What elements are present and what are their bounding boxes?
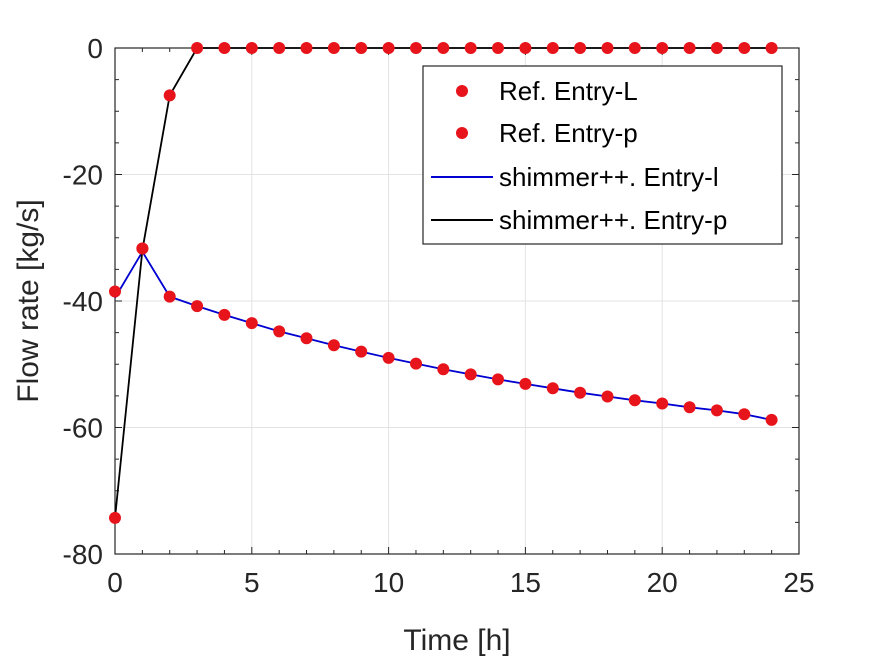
data-point (355, 345, 368, 358)
y-tick-label: -40 (63, 286, 103, 317)
data-point (273, 325, 286, 338)
legend-entry-label: Ref. Entry-L (499, 76, 638, 106)
tick-labels: 0 5 10 15 20 25 -80 -60 -40 -20 0 (63, 33, 815, 598)
data-point (546, 382, 559, 395)
data-point (683, 42, 696, 54)
data-point (437, 42, 450, 54)
data-point (546, 42, 559, 54)
x-tick-label: 15 (510, 567, 541, 598)
data-point (464, 368, 477, 381)
data-point (218, 308, 231, 321)
legend-entry-label: shimmer++. Entry-p (499, 205, 727, 235)
data-point (738, 408, 751, 421)
data-point (765, 413, 778, 426)
x-tick-label: 10 (373, 567, 404, 598)
legend-box (422, 65, 783, 245)
data-point (492, 42, 504, 54)
data-point (601, 390, 614, 403)
series-layer (109, 42, 778, 524)
data-point (628, 42, 641, 54)
data-point (738, 42, 751, 54)
data-point (382, 351, 395, 364)
data-point (628, 394, 641, 407)
data-point (519, 377, 532, 390)
data-point (109, 511, 121, 524)
data-point (765, 42, 778, 54)
data-point (218, 42, 231, 54)
y-tick-label: -80 (63, 539, 103, 570)
data-point (601, 42, 614, 54)
data-point (327, 339, 340, 352)
data-point (710, 42, 723, 54)
data-point (273, 42, 286, 54)
legend: Ref. Entry-L Ref. Entry-p shimmer++. Entry… (422, 65, 783, 245)
x-tick-label: 5 (244, 567, 260, 598)
data-point (163, 89, 176, 102)
data-point (191, 300, 204, 313)
data-point (656, 42, 669, 54)
legend-marker (456, 127, 468, 139)
data-point (683, 401, 696, 414)
data-point (437, 363, 450, 376)
legend-entry-label: Ref. Entry-p (499, 118, 638, 148)
data-point (410, 42, 422, 54)
y-tick-label: -60 (63, 413, 103, 444)
data-point (245, 317, 258, 330)
data-point (710, 404, 723, 417)
data-point (300, 42, 313, 54)
data-point (163, 290, 176, 303)
data-point (492, 373, 504, 386)
data-point (382, 42, 395, 54)
data-point (355, 42, 368, 54)
data-point (410, 357, 422, 370)
x-axis-label: Time [h] (403, 624, 510, 657)
data-point (300, 332, 313, 345)
y-axis-label: Flow rate [kg/s] (12, 199, 45, 402)
data-point (574, 386, 587, 399)
data-point (327, 42, 340, 54)
data-point (574, 42, 587, 54)
legend-entry-label: shimmer++. Entry-l (499, 162, 719, 192)
data-point (656, 397, 669, 410)
data-point (109, 285, 121, 298)
y-tick-label: -20 (63, 160, 103, 191)
y-tick-label: 0 (87, 33, 103, 64)
series-line (114, 250, 772, 421)
legend-marker (456, 85, 468, 97)
x-tick-label: 25 (783, 567, 814, 598)
x-tick-label: 20 (647, 567, 678, 598)
data-point (519, 42, 532, 54)
data-point (136, 242, 149, 255)
data-point (464, 42, 477, 54)
data-point (245, 42, 258, 54)
data-point (191, 42, 204, 54)
x-tick-label: 0 (107, 567, 123, 598)
